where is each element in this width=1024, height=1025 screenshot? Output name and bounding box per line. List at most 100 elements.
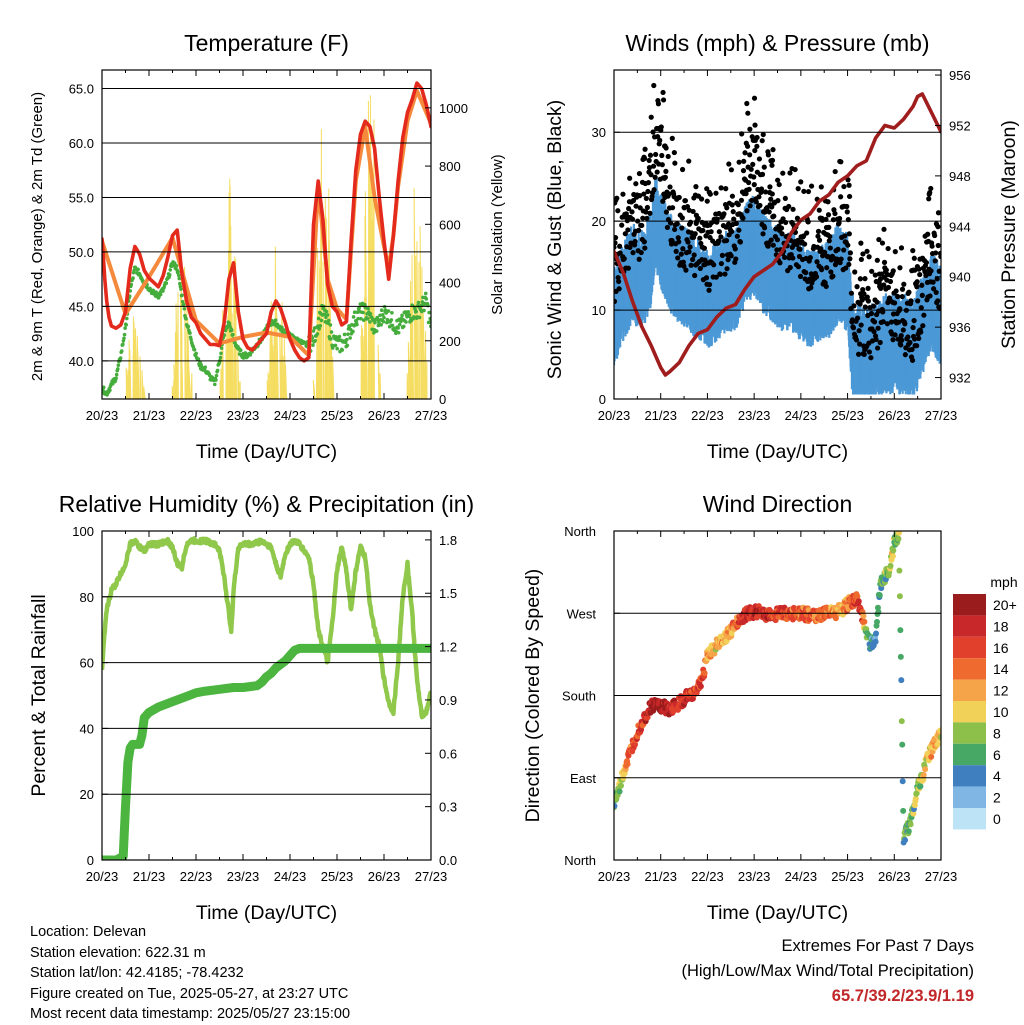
dewpoint-point	[427, 320, 431, 324]
dewpoint-point	[316, 316, 321, 321]
gust-point	[780, 170, 786, 176]
chart-title: Relative Humidity (%) & Precipitation (i…	[59, 491, 474, 517]
dewpoint-point	[386, 309, 391, 313]
legend-swatch	[953, 786, 986, 808]
solar-spike	[139, 356, 142, 399]
gust-point	[805, 219, 811, 225]
gust-point	[765, 152, 771, 158]
y-tick-label: 60.0	[69, 136, 94, 151]
dewpoint-point	[424, 297, 429, 301]
gust-point	[744, 100, 750, 107]
gust-point	[652, 174, 658, 180]
gust-point	[701, 245, 708, 251]
y-tick-label: North	[564, 853, 596, 868]
gust-point	[808, 285, 814, 291]
gust-point	[617, 243, 623, 249]
gust-point	[615, 274, 621, 281]
gust-point	[646, 157, 652, 164]
dewpoint-point	[325, 313, 330, 317]
station-location: Location: Delevan	[30, 924, 147, 940]
gust-point	[911, 255, 917, 261]
dewpoint-point	[342, 332, 347, 337]
dewpoint-point	[136, 267, 140, 272]
dewpoint-point	[368, 320, 372, 324]
y-tick-label: 45.0	[69, 299, 94, 314]
legend-swatch	[953, 722, 986, 744]
gust-point	[636, 227, 642, 233]
gust-point	[898, 333, 904, 339]
solar-spike	[125, 367, 129, 399]
gust-point	[752, 147, 758, 154]
x-tick-label: 23/23	[738, 869, 771, 884]
gust-point	[841, 247, 847, 253]
dewpoint-point	[119, 349, 124, 353]
gust-point	[754, 134, 760, 141]
gust-point	[736, 159, 742, 165]
gust-point	[676, 194, 682, 201]
dewpoint-point	[396, 326, 400, 330]
dewpoint-point	[335, 346, 339, 351]
gust-point	[650, 163, 657, 169]
direction-point	[728, 630, 735, 637]
direction-point	[897, 653, 904, 660]
gust-point	[814, 259, 820, 265]
gust-point	[862, 304, 868, 310]
solar-spike	[128, 359, 131, 399]
gust-point	[728, 167, 734, 173]
dewpoint-point	[343, 340, 348, 345]
legend-swatch	[953, 615, 986, 637]
gust-point	[870, 303, 877, 309]
gust-point	[723, 186, 729, 192]
solar-spike	[173, 364, 177, 399]
dewpoint-point	[189, 337, 193, 342]
gust-point	[706, 287, 712, 293]
gust-point	[726, 161, 732, 167]
dewpoint-point	[328, 323, 333, 327]
gust-point	[645, 180, 652, 186]
solar-spike	[418, 262, 421, 399]
direction-point	[938, 734, 941, 741]
gust-point	[769, 191, 775, 197]
gust-point	[641, 155, 648, 161]
gust-point	[875, 345, 881, 351]
gust-point	[744, 208, 750, 214]
y-tick-label: 55.0	[69, 190, 94, 205]
gust-point	[732, 246, 738, 252]
direction-point	[907, 821, 914, 828]
gust-point	[859, 297, 865, 303]
gust-point	[885, 245, 891, 252]
dewpoint-point	[180, 299, 185, 304]
y-axis-label: Direction (Colored By Speed)	[522, 569, 544, 823]
dewpoint-point	[326, 318, 331, 323]
x-tick-label: 23/23	[738, 408, 771, 423]
x-tick-label: 21/23	[644, 869, 677, 884]
gust-point	[671, 149, 677, 156]
direction-point	[861, 618, 868, 625]
gust-point	[938, 253, 941, 260]
gust-point	[731, 216, 737, 222]
direction-point	[616, 788, 623, 795]
dewpoint-point	[412, 315, 416, 319]
dewpoint-point	[311, 329, 316, 333]
gust-point	[627, 244, 633, 250]
solar-spike	[413, 187, 417, 399]
direction-point	[898, 718, 905, 725]
dewpoint-point	[174, 263, 179, 268]
gust-point	[899, 293, 905, 300]
gust-point	[879, 240, 886, 246]
gust-point	[623, 211, 629, 217]
dewpoint-point	[180, 293, 184, 298]
gust-point	[616, 286, 622, 292]
temp-2m-line	[102, 81, 431, 363]
dewpoint-point	[361, 310, 365, 315]
gust-point	[892, 249, 898, 255]
x-tick-label: 26/23	[368, 869, 401, 884]
dewpoint-point	[382, 315, 386, 320]
gust-point	[887, 278, 894, 285]
gust-point	[858, 322, 864, 328]
dewpoint-point	[182, 306, 187, 311]
gust-point	[733, 256, 739, 262]
x-tick-label: 24/23	[274, 869, 307, 884]
x-tick-label: 26/23	[368, 408, 401, 423]
gust-point	[754, 143, 760, 149]
